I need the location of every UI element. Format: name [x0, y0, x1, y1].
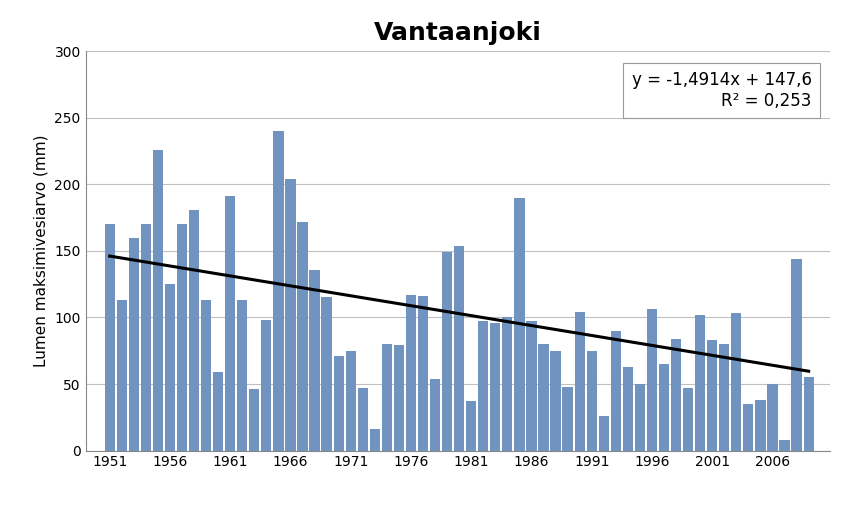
Bar — [490, 323, 501, 451]
Bar — [479, 322, 489, 451]
Bar — [213, 372, 223, 451]
Bar — [394, 346, 404, 451]
Bar — [140, 224, 151, 451]
Bar — [454, 246, 464, 451]
Bar — [116, 300, 127, 451]
Bar — [659, 364, 669, 451]
Bar — [647, 309, 657, 451]
Bar — [189, 209, 199, 451]
Bar — [382, 344, 392, 451]
Bar — [707, 340, 717, 451]
Bar — [767, 384, 777, 451]
Bar — [683, 388, 693, 451]
Bar — [249, 389, 259, 451]
Bar — [719, 344, 729, 451]
Bar — [346, 351, 356, 451]
Bar — [538, 344, 549, 451]
Bar — [104, 224, 115, 451]
Bar — [442, 252, 452, 451]
Bar — [406, 295, 416, 451]
Bar — [635, 384, 645, 451]
Text: y = -1,4914x + 147,6
R² = 0,253: y = -1,4914x + 147,6 R² = 0,253 — [632, 71, 811, 110]
Bar — [309, 269, 319, 451]
Bar — [550, 351, 561, 451]
Bar — [128, 238, 139, 451]
Bar — [334, 356, 344, 451]
Bar — [237, 300, 247, 451]
Bar — [297, 222, 307, 451]
Bar — [526, 322, 537, 451]
Bar — [574, 312, 585, 451]
Title: Vantaanjoki: Vantaanjoki — [374, 21, 542, 45]
Bar — [562, 387, 573, 451]
Bar — [418, 296, 428, 451]
Bar — [225, 196, 235, 451]
Bar — [201, 300, 211, 451]
Bar — [743, 404, 753, 451]
Bar — [261, 320, 271, 451]
Bar — [671, 339, 681, 451]
Bar — [502, 317, 513, 451]
Bar — [152, 150, 163, 451]
Y-axis label: Lumen maksimivesiarvo (mm): Lumen maksimivesiarvo (mm) — [33, 135, 49, 367]
Bar — [780, 440, 789, 451]
Bar — [322, 297, 332, 451]
Bar — [586, 351, 597, 451]
Bar — [610, 331, 621, 451]
Bar — [165, 284, 175, 451]
Bar — [273, 131, 283, 451]
Bar — [358, 388, 368, 451]
Bar — [370, 429, 380, 451]
Bar — [430, 379, 440, 451]
Bar — [285, 179, 295, 451]
Bar — [695, 315, 705, 451]
Bar — [755, 400, 765, 451]
Bar — [804, 377, 814, 451]
Bar — [177, 224, 187, 451]
Bar — [514, 198, 525, 451]
Bar — [792, 259, 802, 451]
Bar — [731, 313, 741, 451]
Bar — [467, 401, 476, 451]
Bar — [598, 416, 609, 451]
Bar — [623, 367, 633, 451]
